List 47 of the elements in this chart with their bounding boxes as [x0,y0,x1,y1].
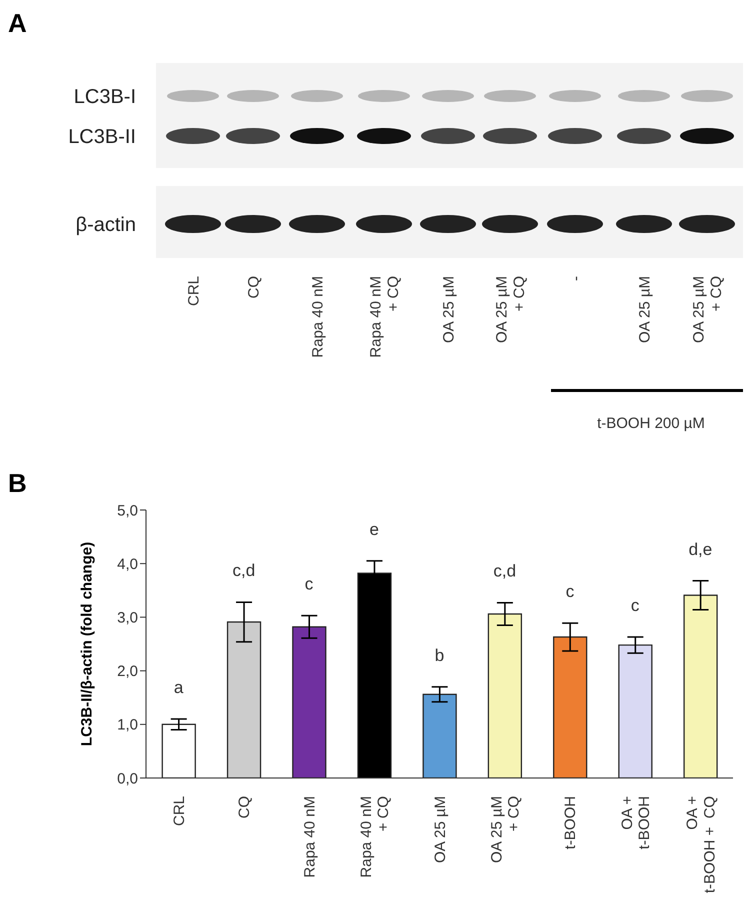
text: t-BOOH 200 µM [597,415,705,432]
annotation: c [566,582,575,602]
text: A [8,8,27,38]
text: LC3B-I [74,86,136,108]
text: Rapa 40 nM + CQ [368,276,402,358]
bar [683,594,718,778]
y-tick-label: 4,0 [117,556,138,573]
y-tick-label: 0,0 [117,770,138,788]
y-axis-title: LC3B-II/β-actin (fold change) [78,542,96,746]
text: OA 25 µM + CQ [494,276,528,344]
text: OA 25 µM + CQ [690,276,725,344]
text: Rapa 40 nM [309,276,326,358]
x-tick-label: Rapa 40 nM + CQ [358,796,392,878]
x-tick-label: OA 25 µM [432,796,449,864]
text: β-actin [76,214,136,236]
x-tick-label: CRL [170,796,188,826]
text: LC3B-II [68,126,136,148]
x-tick-label: OA 25 µM + CQ [488,796,523,864]
annotation: c,d [493,562,516,581]
bar [422,694,457,778]
x-tick-label: CQ [236,796,254,818]
x-tick-label: Rapa 40 nM [301,796,318,878]
bar [292,626,326,778]
bar [618,644,652,778]
text: CQ [245,276,262,298]
y-tick-label: 1,0 [117,716,138,734]
chart-title: B [8,468,27,499]
x-tick-label: OA + t-BOOH [618,796,654,850]
y-tick-label: 3,0 [117,610,138,627]
annotation: b [434,646,444,665]
bar [162,724,196,778]
x-tick-label: t-BOOH [562,796,580,850]
text: OA 25 µM [636,276,654,344]
annotation: a [174,678,184,698]
text: CRL [185,276,202,306]
bar [553,636,588,778]
annotation: c,d [232,561,256,580]
bar [226,621,262,778]
bar [488,613,522,778]
annotation: e [370,520,380,539]
text: OA 25 µM [440,276,458,344]
annotation: c [630,596,640,616]
text: - [567,276,584,281]
annotation: c [304,574,314,594]
annotation: d,e [688,540,712,559]
y-tick-label: 2,0 [117,663,138,680]
y-tick-label: 5,0 [117,502,138,520]
